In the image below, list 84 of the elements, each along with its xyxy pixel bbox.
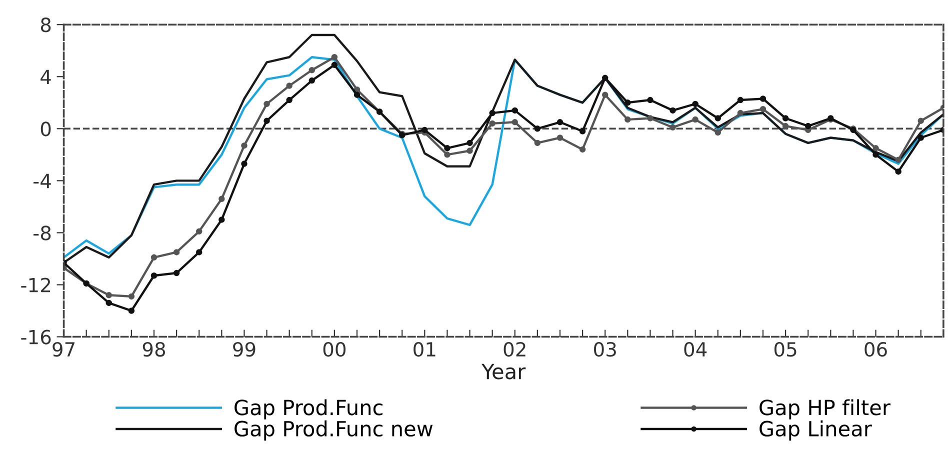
point — [106, 292, 112, 298]
point — [286, 96, 292, 104]
point — [895, 168, 902, 175]
point — [512, 119, 518, 126]
point — [782, 122, 789, 130]
point — [782, 115, 789, 122]
point — [264, 100, 270, 108]
point — [150, 254, 158, 261]
y-tick-label: -16 — [21, 330, 51, 344]
point — [354, 92, 360, 98]
x-tick-label: 99 — [233, 342, 256, 357]
point — [624, 116, 631, 123]
point — [444, 145, 450, 152]
point — [872, 152, 879, 158]
point — [737, 96, 744, 104]
x-tick-label: 01 — [414, 342, 436, 357]
point — [670, 124, 676, 130]
point — [534, 126, 541, 132]
point — [106, 300, 112, 306]
point — [918, 118, 924, 124]
point — [489, 120, 496, 127]
point — [308, 66, 316, 74]
legend-label: Gap Prod.Func new — [234, 420, 433, 441]
x-tick-label: 98 — [142, 342, 166, 357]
x-tick-label: 03 — [594, 342, 616, 357]
x-tick-label: 06 — [864, 342, 887, 357]
point — [218, 216, 225, 223]
point — [128, 308, 135, 314]
point — [286, 82, 292, 89]
y-tick-label: 0 — [40, 122, 51, 136]
point — [308, 77, 316, 84]
point — [422, 126, 428, 134]
point — [150, 272, 158, 279]
point — [534, 140, 541, 146]
point — [173, 249, 180, 256]
point — [692, 100, 698, 108]
point — [760, 96, 766, 102]
y-tick-label: -12 — [21, 278, 50, 292]
point — [579, 146, 586, 153]
point — [196, 249, 202, 256]
point — [128, 293, 135, 300]
y-tick-label: 4 — [40, 70, 51, 84]
point — [579, 128, 586, 134]
point — [512, 107, 518, 114]
x-tick-label: 04 — [684, 342, 707, 357]
point — [714, 115, 722, 122]
point — [264, 118, 270, 124]
point — [196, 228, 202, 235]
point — [466, 140, 473, 146]
point — [241, 160, 248, 167]
x-tick-label: 00 — [323, 342, 346, 357]
point — [466, 148, 473, 154]
point — [173, 270, 180, 276]
x-tick-label: 02 — [504, 342, 526, 357]
x-axis-title: Year — [482, 364, 526, 380]
point — [918, 134, 924, 141]
point — [624, 100, 631, 106]
x-tick-label: 05 — [774, 342, 796, 357]
y-tick-label: 8 — [40, 18, 51, 32]
point — [714, 129, 722, 136]
point — [647, 115, 654, 122]
point — [804, 122, 812, 130]
point — [602, 92, 608, 98]
point — [872, 145, 879, 152]
point — [647, 96, 654, 104]
point — [241, 142, 248, 149]
point — [760, 106, 766, 112]
y-tick-label: -4 — [34, 174, 51, 188]
y-tick-label: -8 — [34, 226, 51, 240]
legend-label: Gap Prod.Func — [234, 399, 382, 420]
legend-label: Gap Linear — [760, 420, 872, 441]
point — [895, 156, 902, 163]
point — [444, 152, 450, 158]
legend-label: Gap HP filter — [760, 399, 890, 420]
x-tick-label: 97 — [52, 342, 74, 357]
point — [556, 119, 564, 126]
point — [218, 196, 225, 202]
point — [692, 116, 698, 123]
point — [331, 54, 338, 60]
point — [331, 62, 338, 68]
point — [670, 107, 676, 114]
point — [489, 110, 496, 116]
point — [556, 134, 564, 141]
point — [737, 110, 744, 116]
